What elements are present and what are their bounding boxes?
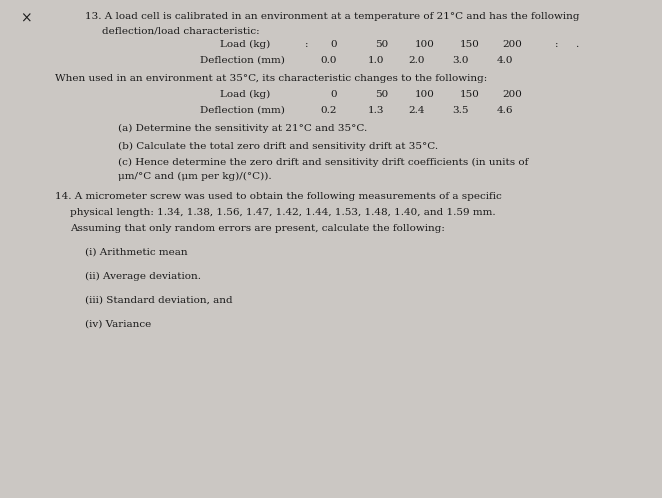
Text: 50: 50 <box>375 40 388 49</box>
Text: (i) Arithmetic mean: (i) Arithmetic mean <box>85 248 187 257</box>
Text: 4.0: 4.0 <box>497 56 514 65</box>
Text: 0.2: 0.2 <box>320 106 336 115</box>
Text: 1.0: 1.0 <box>368 56 385 65</box>
Text: (c) Hence determine the zero drift and sensitivity drift coefficients (in units : (c) Hence determine the zero drift and s… <box>118 158 528 167</box>
Text: 14. A micrometer screw was used to obtain the following measurements of a specif: 14. A micrometer screw was used to obtai… <box>55 192 502 201</box>
Text: :: : <box>305 40 308 49</box>
Text: deflection/load characteristic:: deflection/load characteristic: <box>102 26 260 35</box>
Text: 100: 100 <box>415 40 435 49</box>
Text: 150: 150 <box>460 40 480 49</box>
Text: Deflection (mm): Deflection (mm) <box>200 106 285 115</box>
Text: Load (kg): Load (kg) <box>220 90 270 99</box>
Text: 1.3: 1.3 <box>368 106 385 115</box>
Text: 3.0: 3.0 <box>452 56 469 65</box>
Text: Load (kg): Load (kg) <box>220 40 270 49</box>
Text: ×: × <box>20 12 32 26</box>
Text: 100: 100 <box>415 90 435 99</box>
Text: (a) Determine the sensitivity at 21°C and 35°C.: (a) Determine the sensitivity at 21°C an… <box>118 124 367 133</box>
Text: 200: 200 <box>502 90 522 99</box>
Text: physical length: 1.34, 1.38, 1.56, 1.47, 1.42, 1.44, 1.53, 1.48, 1.40, and 1.59 : physical length: 1.34, 1.38, 1.56, 1.47,… <box>70 208 496 217</box>
Text: μm/°C and (μm per kg)/(°C)).: μm/°C and (μm per kg)/(°C)). <box>118 172 271 181</box>
Text: (b) Calculate the total zero drift and sensitivity drift at 35°C.: (b) Calculate the total zero drift and s… <box>118 142 438 151</box>
Text: .: . <box>575 40 578 49</box>
Text: (ii) Average deviation.: (ii) Average deviation. <box>85 272 201 281</box>
Text: :: : <box>555 40 559 49</box>
Text: 200: 200 <box>502 40 522 49</box>
Text: 13. A load cell is calibrated in an environment at a temperature of 21°C and has: 13. A load cell is calibrated in an envi… <box>85 12 579 21</box>
Text: 150: 150 <box>460 90 480 99</box>
Text: 0: 0 <box>330 90 336 99</box>
Text: 0: 0 <box>330 40 336 49</box>
Text: 50: 50 <box>375 90 388 99</box>
Text: When used in an environment at 35°C, its characteristic changes to the following: When used in an environment at 35°C, its… <box>55 74 487 83</box>
Text: Assuming that only random errors are present, calculate the following:: Assuming that only random errors are pre… <box>70 224 445 233</box>
Text: (iii) Standard deviation, and: (iii) Standard deviation, and <box>85 296 232 305</box>
Text: 2.4: 2.4 <box>408 106 424 115</box>
Text: 0.0: 0.0 <box>320 56 336 65</box>
Text: Deflection (mm): Deflection (mm) <box>200 56 285 65</box>
Text: 4.6: 4.6 <box>497 106 514 115</box>
Text: 2.0: 2.0 <box>408 56 424 65</box>
Text: 3.5: 3.5 <box>452 106 469 115</box>
Text: (iv) Variance: (iv) Variance <box>85 320 151 329</box>
